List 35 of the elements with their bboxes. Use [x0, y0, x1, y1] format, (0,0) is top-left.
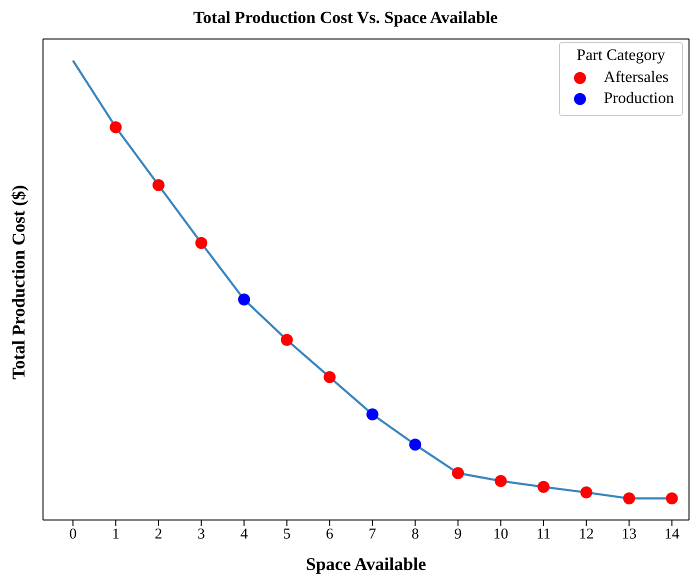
point — [409, 438, 422, 451]
x-tick-label: 5 — [283, 526, 291, 543]
point — [580, 486, 592, 498]
x-tick-label: 8 — [411, 526, 419, 543]
point — [152, 179, 165, 192]
y-axis-title: Total Production Cost ($) — [8, 184, 28, 380]
legend-label: Aftersales — [604, 69, 669, 87]
x-tick-label: 6 — [326, 526, 334, 543]
point — [623, 492, 636, 504]
x-tick-label: 2 — [154, 526, 162, 543]
x-axis-title: Space Available — [306, 554, 426, 574]
x-tick-label: 11 — [536, 526, 551, 543]
point — [195, 236, 208, 249]
point — [452, 467, 464, 480]
x-tick-label: 12 — [578, 526, 594, 543]
x-tick-label: 14 — [664, 526, 680, 543]
point — [538, 480, 550, 493]
point — [666, 492, 678, 504]
x-tick-label: 7 — [368, 526, 377, 543]
x-tick-label: 9 — [454, 526, 462, 543]
x-tick-label: 13 — [622, 526, 637, 543]
point — [366, 408, 378, 420]
x-tick-label: 1 — [112, 526, 120, 543]
legend-label: Production — [604, 90, 674, 108]
point — [280, 334, 293, 346]
point — [324, 371, 336, 384]
legend-title: Part Category — [576, 47, 666, 65]
chart-title: Total Production Cost Vs. Space Available — [192, 8, 499, 29]
point — [110, 121, 122, 134]
x-tick-label: 0 — [69, 526, 77, 543]
x-tick-label: 3 — [198, 526, 206, 543]
x-tick-label: 4 — [240, 526, 248, 543]
point — [238, 293, 250, 306]
point — [494, 474, 507, 487]
x-tick-label: 10 — [493, 526, 508, 543]
